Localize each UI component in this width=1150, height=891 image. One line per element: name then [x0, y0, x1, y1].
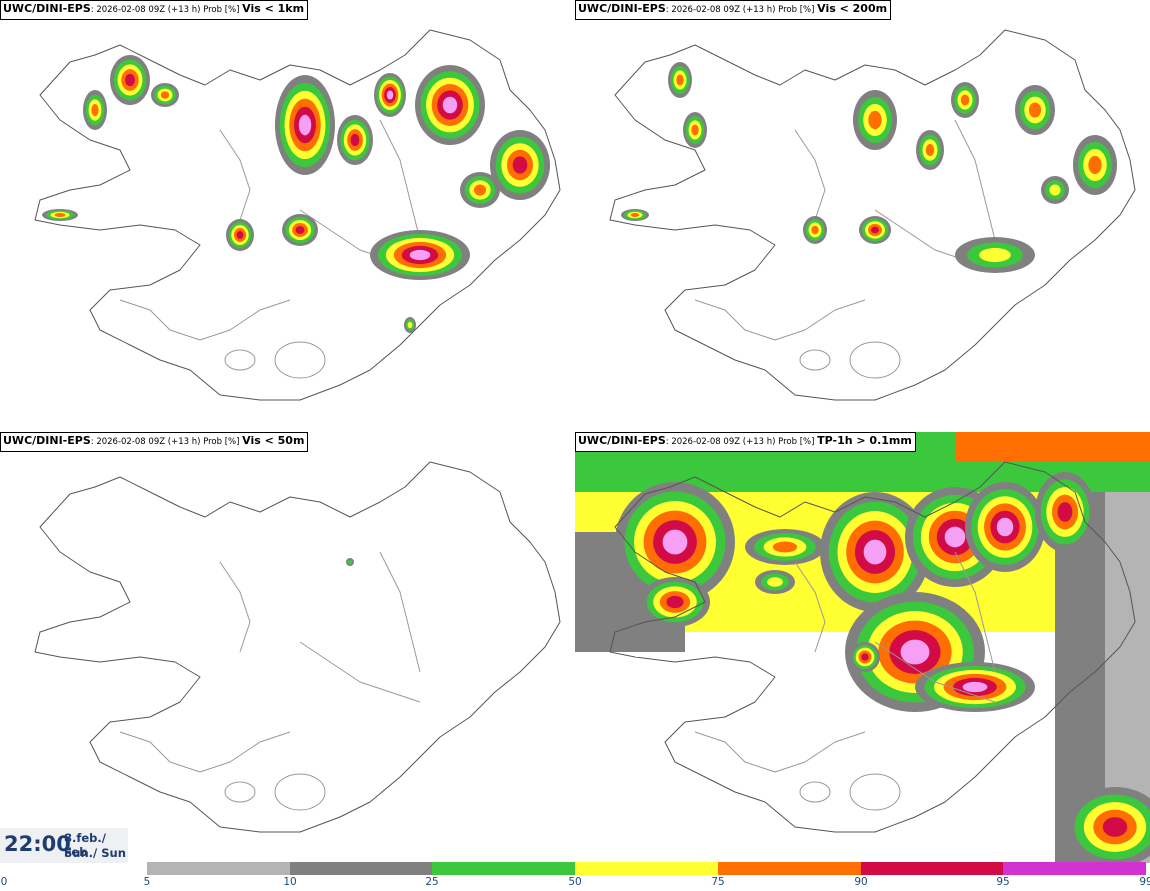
- panel-title: UWC/DINI-EPS: 2026-02-08 09Z (+13 h) Pro…: [0, 0, 309, 20]
- probability-contour: [125, 73, 135, 87]
- probability-map: [34, 461, 561, 833]
- probability-contour: [691, 124, 699, 136]
- model-name: UWC/DINI-EPS: [578, 2, 666, 15]
- panel-title: UWC/DINI-EPS: 2026-02-08 09Z (+13 h) Pro…: [575, 0, 892, 20]
- probability-contour: [160, 91, 170, 99]
- probability-contour: [54, 213, 66, 217]
- probability-contour: [473, 184, 487, 196]
- colorbar-tick-label: 75: [711, 876, 725, 888]
- probability-contour: [979, 247, 1011, 263]
- threshold-label: Vis < 50m: [242, 434, 305, 447]
- model-name: UWC/DINI-EPS: [3, 2, 91, 15]
- probability-contour: [811, 225, 819, 235]
- valid-date-line1: 8.feb./ Feb: [64, 831, 106, 859]
- probability-contour: [1102, 817, 1128, 837]
- probability-contour: [868, 110, 882, 130]
- probability-contour: [350, 133, 360, 147]
- model-name: UWC/DINI-EPS: [578, 434, 666, 447]
- colorbar-tick-label: 25: [425, 876, 439, 888]
- probability-contour: [386, 90, 394, 100]
- probability-contour: [662, 529, 688, 555]
- colorbar-tick-label: 0: [0, 876, 8, 888]
- probability-contour: [666, 595, 684, 609]
- probability-contour: [925, 143, 935, 157]
- probability-contour: [347, 559, 353, 565]
- threshold-label: Vis < 1km: [242, 2, 305, 15]
- panel-title: UWC/DINI-EPS: 2026-02-08 09Z (+13 h) Pro…: [0, 432, 309, 452]
- probability-contour: [772, 541, 798, 553]
- probability-contour: [407, 321, 413, 329]
- run-info: : 2026-02-08 09Z (+13 h) Prob [%]: [665, 5, 818, 15]
- map-panel-precip: UWC/DINI-EPS: 2026-02-08 09Z (+13 h) Pro…: [575, 432, 1150, 863]
- probability-contour: [442, 96, 458, 114]
- colorbar-bin: [290, 862, 432, 875]
- probability-colorbar: 0 5 10 25 50 75 90 95 99: [0, 862, 1150, 891]
- map-panel-vis-50m: UWC/DINI-EPS: 2026-02-08 09Z (+13 h) Pro…: [0, 432, 575, 863]
- probability-contour: [409, 249, 431, 261]
- probability-contour: [1028, 102, 1042, 118]
- probability-contour: [295, 226, 305, 234]
- probability-contour: [900, 639, 930, 665]
- probability-contour: [962, 681, 988, 693]
- threshold-label: Vis < 200m: [817, 2, 888, 15]
- map-panel-vis-1km: UWC/DINI-EPS: 2026-02-08 09Z (+13 h) Pro…: [0, 0, 575, 431]
- probability-contour: [1088, 155, 1102, 175]
- probability-contour: [1049, 184, 1061, 196]
- panel-title: UWC/DINI-EPS: 2026-02-08 09Z (+13 h) Pro…: [575, 432, 916, 452]
- probability-map: [575, 432, 1150, 863]
- probability-contour: [676, 74, 684, 86]
- probability-contour: [298, 114, 312, 136]
- colorbar-bin: [718, 862, 861, 875]
- run-info: : 2026-02-08 09Z (+13 h) Prob [%]: [90, 5, 243, 15]
- probability-map: [34, 29, 561, 401]
- colorbar-tick-label: 50: [568, 876, 582, 888]
- colorbar-bin: [432, 862, 575, 875]
- model-name: UWC/DINI-EPS: [3, 434, 91, 447]
- valid-date-line2: Sun./ Sun: [64, 846, 126, 860]
- valid-time: 22:00: [4, 832, 71, 856]
- colorbar-bin: [1003, 862, 1146, 875]
- colorbar-bin: [147, 862, 290, 875]
- probability-contour: [236, 231, 244, 239]
- probability-contour: [91, 103, 99, 117]
- threshold-label: TP-1h > 0.1mm: [817, 434, 912, 447]
- run-info: : 2026-02-08 09Z (+13 h) Prob [%]: [90, 437, 243, 447]
- probability-contour: [960, 94, 970, 106]
- probability-map: [609, 29, 1136, 401]
- probability-contour: [944, 526, 966, 548]
- colorbar-tick-label: 10: [283, 876, 297, 888]
- probability-contour: [1057, 502, 1073, 522]
- probability-contour: [863, 539, 887, 565]
- colorbar-bin: [575, 862, 718, 875]
- precip-band: [955, 432, 1150, 462]
- probability-contour: [512, 156, 528, 174]
- valid-time-box: 22:00 8.feb./ Feb Sun./ Sun: [0, 828, 128, 863]
- colorbar-tick-label: 99: [1139, 876, 1150, 888]
- probability-contour: [630, 213, 640, 217]
- probability-contour: [996, 517, 1014, 537]
- probability-contour: [767, 577, 783, 587]
- colorbar-tick-label: 90: [854, 876, 868, 888]
- probability-contour: [871, 226, 879, 234]
- colorbar-tick-label: 95: [996, 876, 1010, 888]
- colorbar-tick-label: 5: [143, 876, 151, 888]
- run-info: : 2026-02-08 09Z (+13 h) Prob [%]: [665, 437, 818, 447]
- probability-contour: [861, 653, 869, 661]
- colorbar-bin: [861, 862, 1003, 875]
- map-panel-vis-200m: UWC/DINI-EPS: 2026-02-08 09Z (+13 h) Pro…: [575, 0, 1150, 431]
